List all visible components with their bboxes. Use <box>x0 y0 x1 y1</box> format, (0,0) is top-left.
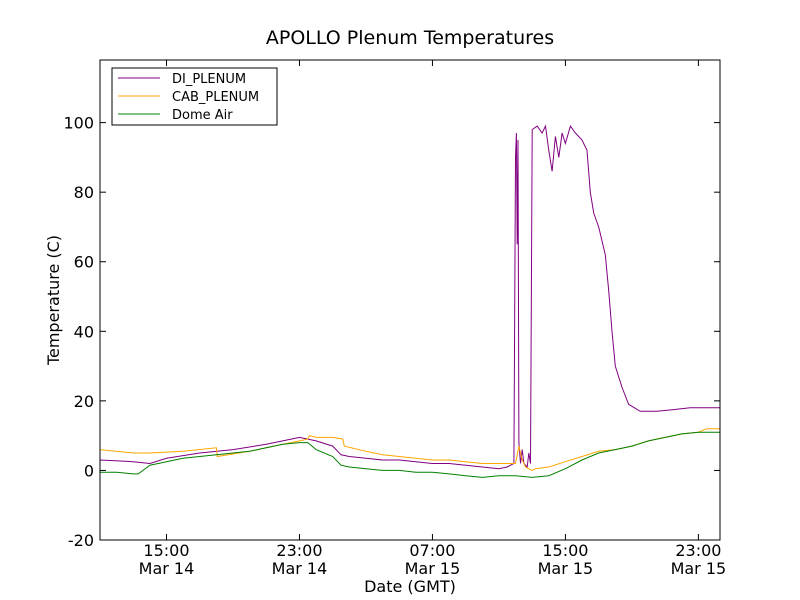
y-tick-label: 20 <box>74 392 94 411</box>
series-line-dome-air <box>100 431 720 478</box>
y-tick-label: 100 <box>63 114 94 133</box>
x-axis-label: Date (GMT) <box>364 577 456 596</box>
x-tick-label-time: 15:00 <box>542 541 588 560</box>
legend-label: DI_PLENUM <box>172 72 246 87</box>
x-tick-label-date: Mar 15 <box>405 559 461 578</box>
y-axis-label: Temperature (C) <box>44 235 63 366</box>
plot-frame <box>99 59 721 541</box>
legend-label: Dome Air <box>172 108 233 123</box>
y-tick-label: -20 <box>68 531 94 550</box>
x-tick-label-date: Mar 14 <box>272 559 328 578</box>
plot-series-group <box>99 124 720 478</box>
x-tick-label-date: Mar 15 <box>671 559 727 578</box>
x-tick-label-time: 07:00 <box>409 541 455 560</box>
x-tick-label-time: 23:00 <box>276 541 322 560</box>
y-tick-label: 80 <box>74 183 94 202</box>
legend-label: CAB_PLENUM <box>172 90 259 105</box>
x-tick-label-time: 15:00 <box>143 541 189 560</box>
y-tick-label: 40 <box>74 322 94 341</box>
legend: DI_PLENUM CAB_PLENUM Dome Air <box>111 67 278 126</box>
y-tick-label: 0 <box>84 461 94 480</box>
y-tick-label: 60 <box>74 253 94 272</box>
x-tick-label-date: Mar 15 <box>538 559 594 578</box>
y-axis-ticks: -20 0 20 40 60 80 100 <box>63 114 720 550</box>
series-line-di-plenum <box>99 124 720 470</box>
x-tick-label-date: Mar 14 <box>139 559 195 578</box>
x-tick-label-time: 23:00 <box>675 541 721 560</box>
chart-title: APOLLO Plenum Temperatures <box>266 27 554 49</box>
